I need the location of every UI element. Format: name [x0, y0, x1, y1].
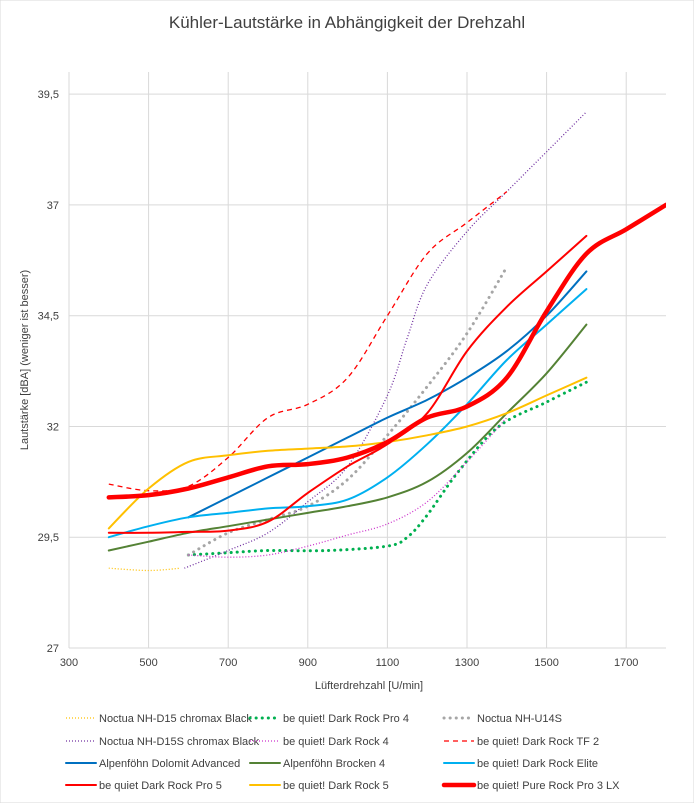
legend: Noctua NH-D15 chromax Black be quiet! Dar… [65, 713, 620, 792]
plot-area [106, 111, 666, 572]
x-axis-label: Lüfterdrehzahl [U/min] [315, 680, 423, 692]
series-line-noctua-nh-d15-chromax-black [108, 567, 181, 572]
y-tick-label: 37 [47, 200, 59, 212]
legend-label: be quiet Dark Rock Pro 5 [99, 780, 222, 792]
x-tick-label: 700 [219, 657, 237, 669]
y-tick-label: 27 [47, 643, 59, 655]
series-line-be-quiet-dark-rock-pro-5 [107, 234, 588, 534]
legend-label: be quiet! Dark Rock 5 [283, 780, 389, 792]
legend-label: be quiet! Pure Rock Pro 3 LX [477, 780, 620, 792]
x-tick-label: 300 [60, 657, 78, 669]
chart-title: Kühler-Lautstärke in Abhängigkeit der Dr… [169, 13, 525, 32]
series-line-be-quiet-dark-rock-4 [188, 417, 508, 558]
x-tick-labels: 300 500 700 900 1100 1300 1500 1700 [60, 657, 639, 669]
x-tick-label: 1500 [534, 657, 558, 669]
series-line-be-quiet-dark-rock-5 [107, 376, 588, 530]
x-tick-label: 1100 [376, 657, 400, 669]
legend-label: Noctua NH-D15S chromax Black [99, 736, 260, 748]
legend-label: be quiet! Dark Rock 4 [283, 736, 389, 748]
y-tick-label: 32 [47, 421, 59, 433]
x-tick-label: 1300 [455, 657, 479, 669]
legend-label: be quiet! Dark Rock TF 2 [477, 736, 599, 748]
series-line-be-quiet-dark-rock-pro-4 [186, 380, 588, 557]
legend-label: Alpenföhn Brocken 4 [283, 758, 385, 770]
legend-label: Noctua NH-D15 chromax Black [99, 713, 252, 725]
series-line-alpenf-hn-dolomit-advanced [187, 270, 588, 519]
legend-label: Noctua NH-U14S [477, 713, 562, 725]
y-tick-label: 39,5 [38, 89, 59, 101]
y-tick-labels: 27 29,5 32 34,5 37 39,5 [38, 89, 59, 655]
x-tick-label: 1700 [614, 657, 638, 669]
legend-label: be quiet! Dark Rock Pro 4 [283, 713, 409, 725]
legend-label: Alpenföhn Dolomit Advanced [99, 758, 240, 770]
y-tick-label: 29,5 [38, 532, 59, 544]
legend-label: be quiet! Dark Rock Elite [477, 758, 598, 770]
x-tick-label: 500 [139, 657, 157, 669]
series-line-noctua-nh-u14s [186, 265, 509, 557]
x-tick-label: 900 [299, 657, 317, 669]
y-tick-label: 34,5 [38, 311, 59, 323]
series-line-be-quiet-dark-rock-elite [107, 288, 588, 539]
y-axis-label: Lautstärke [dBA] (weniger ist besser) [19, 270, 31, 450]
series-line-be-quiet-pure-rock-pro-3-lx [106, 202, 666, 500]
series-line-be-quiet-dark-rock-tf-2 [108, 191, 508, 492]
